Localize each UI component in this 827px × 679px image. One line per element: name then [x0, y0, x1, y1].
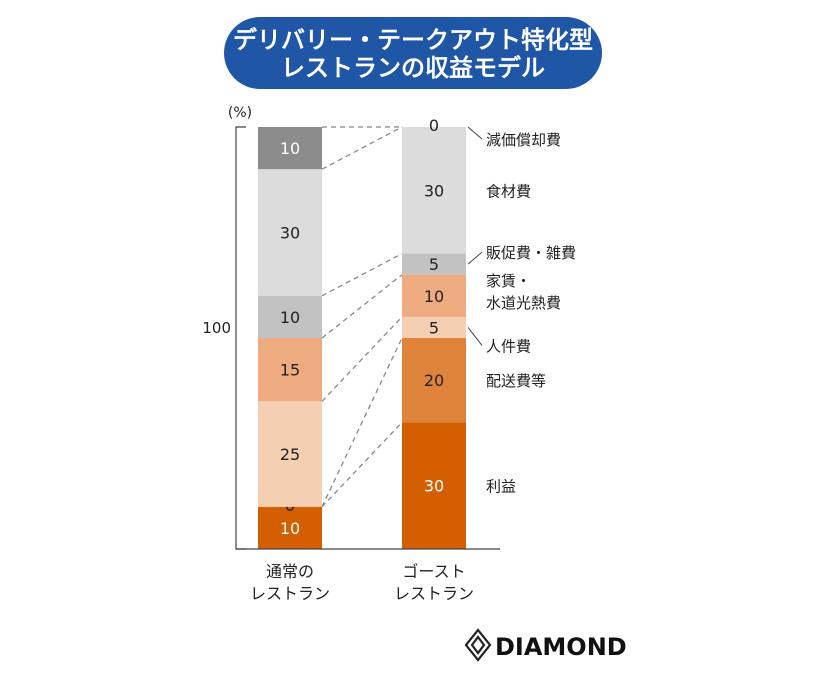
total-label: 100: [202, 319, 231, 337]
bar-segment: [402, 127, 466, 254]
series-label: 減価償却費: [486, 131, 561, 149]
data-label: 10: [424, 287, 444, 306]
connector-line: [321, 253, 403, 297]
bars: 100251510301030205105300: [258, 116, 466, 549]
bar-segment: [402, 274, 466, 317]
category-label: ゴーストレストラン: [394, 562, 474, 603]
data-label: 10: [280, 519, 300, 538]
connector-line: [321, 421, 403, 508]
series-label: 人件費: [486, 337, 531, 355]
bar-segment: [402, 316, 466, 338]
data-label: 10: [280, 139, 300, 158]
connector-line: [321, 337, 403, 508]
connector-line: [321, 126, 403, 170]
bar-segment: [258, 295, 322, 338]
diamond-logo-text: DIAMOND: [495, 633, 627, 661]
category-label: 通常のレストラン: [250, 562, 330, 603]
series-label: 利益: [486, 478, 516, 496]
series-label: 家賃・水道光熱費: [486, 272, 561, 312]
bar-segment: [258, 506, 322, 549]
diamond-logo-icon: [464, 628, 492, 662]
leader-line: [467, 126, 483, 140]
data-label: 15: [280, 361, 300, 380]
bar-segment: [402, 422, 466, 549]
connector-line: [321, 316, 403, 402]
bar-segment: [258, 401, 322, 507]
chart-title-banner: デリバリー・テークアウト特化型 レストランの収益モデル: [224, 17, 602, 89]
connector-line: [321, 274, 403, 339]
data-label: 20: [424, 371, 444, 390]
chart-title-line-1: デリバリー・テークアウト特化型: [233, 26, 593, 54]
data-label: 5: [429, 255, 439, 274]
data-label: 25: [280, 445, 300, 464]
axis: (%) 100: [202, 105, 500, 550]
series-label: 食材費: [486, 182, 531, 200]
data-label: 30: [424, 181, 444, 200]
data-label: 30: [280, 224, 300, 243]
series-label: 配送費等: [486, 372, 546, 390]
series-label: 販促費・雑費: [486, 244, 576, 262]
bar-segment: [258, 338, 322, 402]
connector-lines: [321, 126, 403, 508]
unit-label: (%): [228, 105, 252, 121]
data-label: 30: [424, 477, 444, 496]
diamond-logo: DIAMOND: [464, 628, 627, 662]
total-bracket: [235, 126, 246, 550]
bar-segment: [402, 338, 466, 423]
bar-segment: [258, 127, 322, 170]
bar-segment: [258, 169, 322, 296]
data-label: 10: [280, 308, 300, 327]
data-label: 5: [429, 318, 439, 337]
chart-title-line-2: レストランの収益モデル: [281, 54, 545, 82]
data-label: 0: [429, 116, 439, 135]
category-labels: 通常のレストラン ゴーストレストラン: [250, 562, 474, 603]
leader-line: [467, 251, 483, 265]
leader-line: [467, 327, 483, 346]
bar-segment: [402, 253, 466, 275]
